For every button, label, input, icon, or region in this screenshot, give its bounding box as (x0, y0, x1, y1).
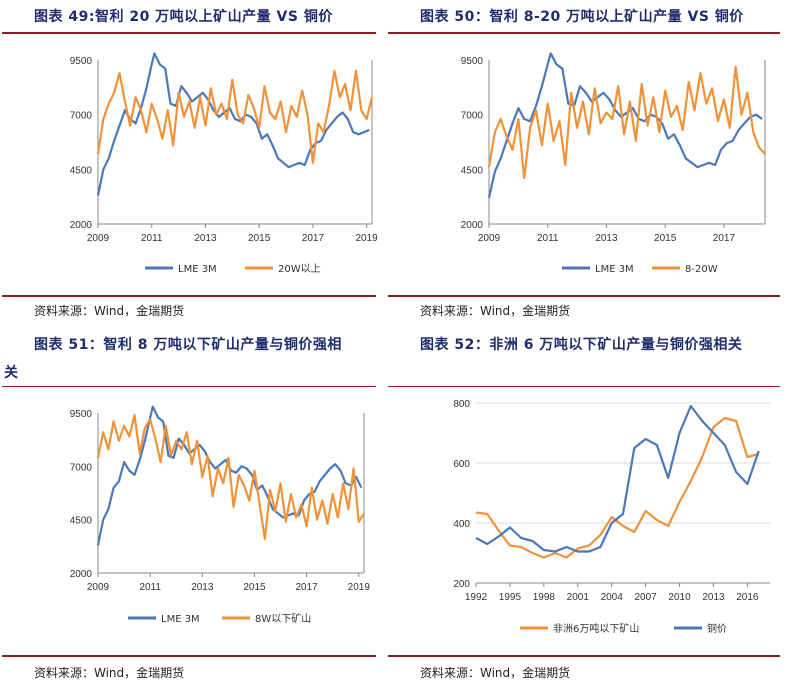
chart-50-series-a-line (487, 52, 763, 199)
chart-52-title: 图表 52：非洲 6 万吨以下矿山产量与铜价强相关 (420, 337, 743, 353)
chart-51-y-tick-label: 4500 (70, 516, 93, 527)
chart-49-x-tick-label: 2013 (194, 233, 217, 244)
chart-50-x-tick-label: 2009 (478, 233, 501, 244)
chart-51-x-tick-label: 2013 (191, 582, 214, 593)
chart-49-title: 图表 49:智利 20 万吨以上矿山产量 VS 铜价 (34, 9, 333, 25)
chart-51-y-tick-label: 7000 (70, 462, 93, 473)
chart-50-y-tick-label: 4500 (461, 165, 484, 176)
chart-50-top-rule (388, 32, 780, 34)
chart-50-x-tick-label: 2013 (595, 233, 618, 244)
chart-49-x-tick-label: 2011 (141, 233, 163, 244)
chart-51-series-b-line (96, 414, 365, 541)
chart-50-y-tick-label: 9500 (461, 56, 484, 67)
chart-51-title: 图表 51：智利 8 万吨以下矿山产量与铜价强相 (34, 337, 342, 353)
chart-49-x-tick-label: 2019 (356, 233, 379, 244)
chart-51-y-tick-label: 9500 (70, 409, 93, 420)
chart-52-legend-label: 铜价 (707, 623, 727, 635)
chart-50-x-tick-label: 2017 (713, 233, 736, 244)
chart-49-series-a-line (96, 52, 370, 196)
chart-50-title: 图表 50：智利 8-20 万吨以上矿山产量 VS 铜价 (420, 9, 744, 25)
chart-51-legend-label: 8W以下矿山 (255, 612, 311, 625)
chart-51-title-continued: 关 (4, 365, 19, 381)
chart-52-x-tick-label: 2007 (634, 592, 657, 603)
chart-52-legend-label: 非洲6万吨以下矿山 (553, 622, 639, 635)
chart-50-legend-label: LME 3M (595, 264, 634, 275)
chart-51-x-tick-label: 2017 (296, 582, 319, 593)
chart-52-x-tick-label: 1998 (533, 592, 556, 603)
chart-51-x-tick-label: 2011 (139, 582, 161, 593)
chart-52-y-tick-label: 400 (453, 519, 470, 530)
chart-52-y-tick-label: 600 (453, 459, 470, 470)
chart-50-x-tick-label: 2015 (654, 233, 677, 244)
chart-51-bottom-rule (2, 655, 376, 657)
chart-49-x-tick-label: 2015 (248, 233, 271, 244)
chart-50-series-b-line (487, 65, 766, 180)
chart-50-bottom-rule (388, 295, 780, 297)
chart-50-legend-label: 8-20W (685, 264, 718, 275)
chart-49-top-rule (2, 32, 376, 34)
chart-50-source: 资料来源：Wind，金瑞期货 (420, 304, 571, 318)
chart-50-y-tick-label: 7000 (461, 111, 484, 122)
chart-52-series-b-line (475, 404, 760, 553)
chart-49-x-tick-label: 2009 (87, 233, 110, 244)
chart-49-series-b-line (96, 69, 374, 164)
chart-49-x-tick-label: 2017 (302, 233, 325, 244)
chart-52-x-tick-label: 2013 (702, 592, 725, 603)
chart-52-bottom-rule (388, 655, 780, 657)
chart-51-x-tick-label: 2009 (87, 582, 110, 593)
chart-52-x-tick-label: 1992 (465, 592, 488, 603)
chart-49-source: 资料来源：Wind，金瑞期货 (34, 304, 185, 318)
chart-51-top-rule (2, 386, 376, 387)
chart-50-y-tick-label: 2000 (461, 220, 484, 231)
chart-51-legend-label: LME 3M (161, 614, 200, 625)
chart-52-x-tick-label: 2010 (668, 592, 691, 603)
chart-49-bottom-rule (2, 295, 376, 297)
chart-52-source: 资料来源：Wind，金瑞期货 (420, 666, 571, 680)
chart-52-x-tick-label: 2001 (567, 592, 590, 603)
chart-52-x-tick-label: 2016 (736, 592, 759, 603)
chart-52-x-tick-label: 2004 (601, 592, 624, 603)
chart-52-x-tick-label: 1995 (499, 592, 522, 603)
chart-52-y-tick-label: 800 (453, 399, 470, 410)
chart-51-x-tick-label: 2015 (243, 582, 266, 593)
chart-50-x-tick-label: 2011 (537, 233, 559, 244)
chart-51-y-tick-label: 2000 (70, 569, 93, 580)
chart-52-y-tick-label: 200 (453, 579, 470, 590)
chart-49-y-tick-label: 7000 (70, 111, 93, 122)
chart-49-y-tick-label: 2000 (70, 220, 93, 231)
chart-51-source: 资料来源：Wind，金瑞期货 (34, 666, 185, 680)
chart-49-legend-label: 20W以上 (278, 263, 321, 275)
chart-49-legend-label: LME 3M (178, 264, 217, 275)
chart-49-y-tick-label: 9500 (70, 56, 93, 67)
chart-52-top-rule (388, 386, 780, 387)
chart-51-x-tick-label: 2019 (348, 582, 371, 593)
chart-49-y-tick-label: 4500 (70, 165, 93, 176)
